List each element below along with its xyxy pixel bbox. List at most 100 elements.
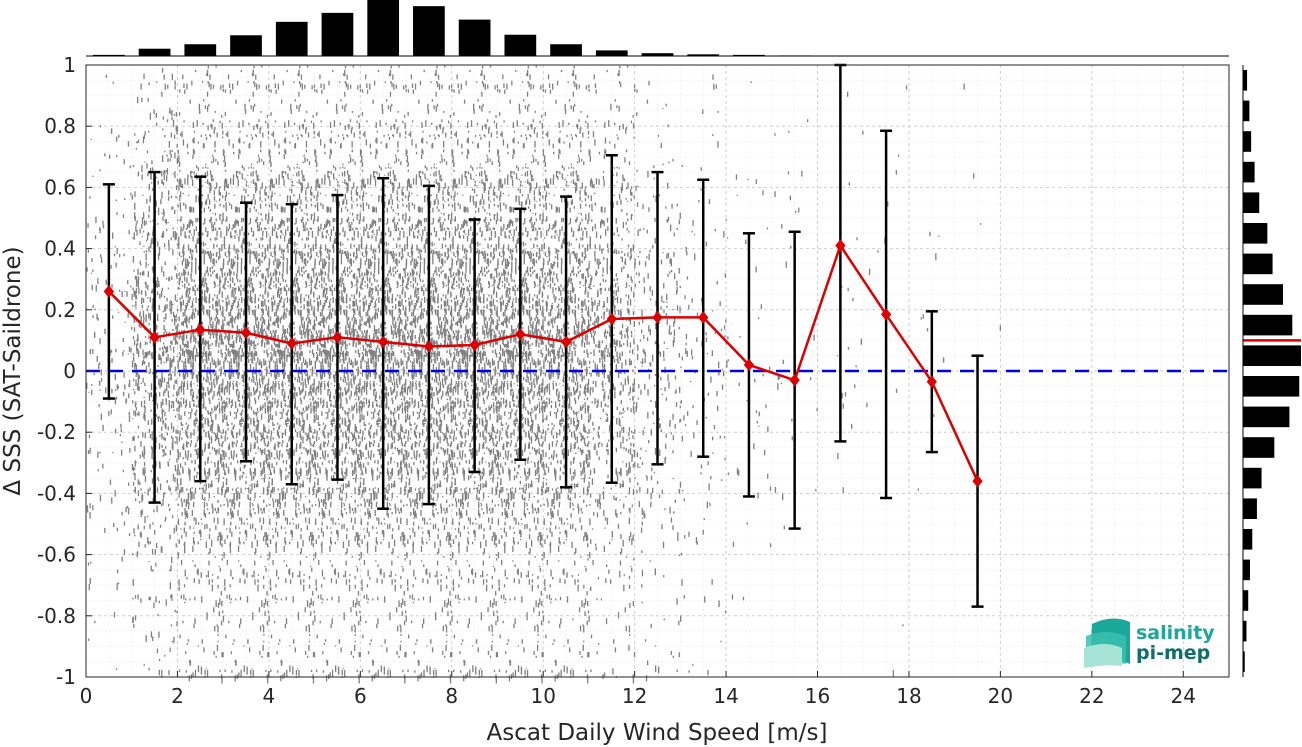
- top-histogram-bar: [275, 21, 308, 56]
- y-tick-label: -0.6: [37, 543, 76, 567]
- scatter-points-bin: [497, 65, 545, 684]
- mean-marker: [606, 312, 617, 326]
- x-tick-label: 12: [622, 684, 647, 708]
- right-histogram-bar: [1243, 314, 1293, 336]
- logo-text-pi-mep: pi-mep: [1136, 642, 1210, 664]
- scatter-points-bin: [268, 65, 316, 684]
- mean-marker: [789, 373, 800, 387]
- right-histogram-bar: [1243, 467, 1262, 489]
- right-histogram-bar: [1243, 437, 1275, 458]
- right-histogram-bar: [1243, 498, 1257, 519]
- main-plot: 0 2 4 6 8 10 12 14 16 18 20 22 24 10.80.60.40.20-0.2…: [37, 53, 1230, 708]
- y-tick-label: -0.2: [37, 420, 76, 444]
- top-histogram-bar: [595, 50, 628, 56]
- y-tick-label: 0.2: [44, 298, 76, 322]
- top-histogram-bar: [550, 44, 582, 56]
- right-histogram-bar: [1243, 345, 1301, 366]
- y-tick-label: 0.6: [44, 175, 76, 199]
- y-tick-label: 0: [63, 359, 76, 383]
- y-tick-label: 1: [63, 53, 76, 77]
- wave-logo-icon: [1084, 618, 1130, 668]
- scatter-points-bin: [177, 65, 225, 684]
- x-tick-label: 6: [354, 684, 367, 708]
- right-histogram-bar: [1243, 253, 1273, 275]
- mean-marker: [515, 327, 526, 341]
- top-histogram-bar: [641, 53, 674, 56]
- scatter-points-bin: [543, 65, 591, 684]
- y-tick-label: -1: [56, 665, 76, 689]
- scatter-points-bin: [131, 68, 179, 677]
- top-histogram-bar: [458, 19, 491, 57]
- right-histogram-bar: [1243, 192, 1260, 213]
- mean-marker: [835, 239, 846, 252]
- top-histogram-bar: [504, 34, 537, 56]
- x-tick-label: 2: [171, 684, 184, 708]
- logo-text-salinity: salinity: [1136, 622, 1215, 644]
- right-histogram-bar: [1243, 223, 1268, 244]
- scatter-points-bin: [223, 65, 271, 684]
- top-histogram-bar: [687, 54, 720, 56]
- scatter-points-bin: [314, 65, 362, 684]
- mean-marker: [743, 358, 755, 372]
- right-histogram-bar: [1243, 529, 1253, 550]
- scatter-points-bin: [451, 65, 499, 684]
- mean-marker: [652, 311, 663, 324]
- salinity-pi-mep-logo: salinity pi-mep: [1084, 618, 1215, 668]
- right-histogram-bar: [1243, 161, 1255, 183]
- x-tick-label: 4: [263, 684, 276, 708]
- top-histogram-bar: [413, 6, 445, 56]
- mean-marker: [195, 323, 206, 336]
- right-histogram-bar: [1243, 100, 1250, 122]
- x-axis-label: Ascat Daily Wind Speed [m/s]: [487, 720, 828, 746]
- y-axis-label: Δ SSS (SAT-Saildrone): [0, 246, 26, 495]
- x-tick-label: 22: [1079, 684, 1104, 708]
- x-tick-label: 16: [805, 684, 830, 708]
- mean-marker: [560, 335, 572, 349]
- right-histogram-bars: [1243, 70, 1301, 672]
- mean-marker: [332, 331, 343, 344]
- right-histogram-bar: [1243, 131, 1252, 152]
- scatter-cloud: [86, 65, 1001, 684]
- top-histogram: [86, 0, 1229, 57]
- y-tick-label: -0.4: [37, 481, 76, 505]
- scatter-points-bin: [588, 65, 636, 684]
- top-histogram-bar: [230, 35, 262, 56]
- x-axis-ticks: 0 2 4 6 8 10 12 14 16 18 20 22 24: [80, 671, 1196, 708]
- mean-marker: [926, 375, 937, 388]
- x-tick-label: 24: [1171, 684, 1196, 708]
- x-tick-label: 20: [988, 684, 1013, 708]
- mean-marker: [880, 308, 892, 321]
- top-histogram-bar: [733, 54, 765, 56]
- right-histogram-bar: [1243, 651, 1245, 672]
- mean-marker: [240, 326, 252, 340]
- x-tick-label: 10: [530, 684, 555, 708]
- top-histogram-bar: [184, 44, 217, 56]
- right-histogram-bar: [1243, 620, 1247, 642]
- y-axis-ticks: 1 0.8 0.6 0.4 0.2 0 -0.2 -0.4 -0.6 -0.8 -1: [37, 53, 92, 689]
- y-tick-label: -0.8: [37, 604, 76, 628]
- top-histogram-bar: [93, 54, 125, 56]
- mean-line: [108, 242, 979, 482]
- right-histogram-bar: [1243, 406, 1290, 428]
- scatter-points-bin: [635, 80, 682, 682]
- top-histogram-bar: [138, 48, 171, 56]
- y-tick-label: 0.8: [44, 114, 76, 138]
- mean-marker: [469, 338, 480, 352]
- right-histogram-bar: [1243, 559, 1250, 581]
- mean-marker: [378, 335, 389, 349]
- x-tick-label: 0: [80, 684, 93, 708]
- y-tick-label: 0.4: [44, 237, 76, 261]
- mean-marker: [149, 331, 160, 344]
- top-histogram-bar: [367, 0, 400, 56]
- right-histogram-bar: [1243, 284, 1284, 305]
- mean-marker: [286, 337, 297, 350]
- mean-marker: [972, 474, 983, 488]
- mean-marker: [698, 311, 709, 324]
- right-histogram-bar: [1243, 376, 1300, 397]
- scatter-points-bin: [406, 65, 453, 684]
- right-histogram-bar: [1243, 590, 1249, 611]
- mean-marker: [103, 285, 115, 298]
- top-histogram-bar: [321, 12, 354, 56]
- x-tick-label: 18: [896, 684, 921, 708]
